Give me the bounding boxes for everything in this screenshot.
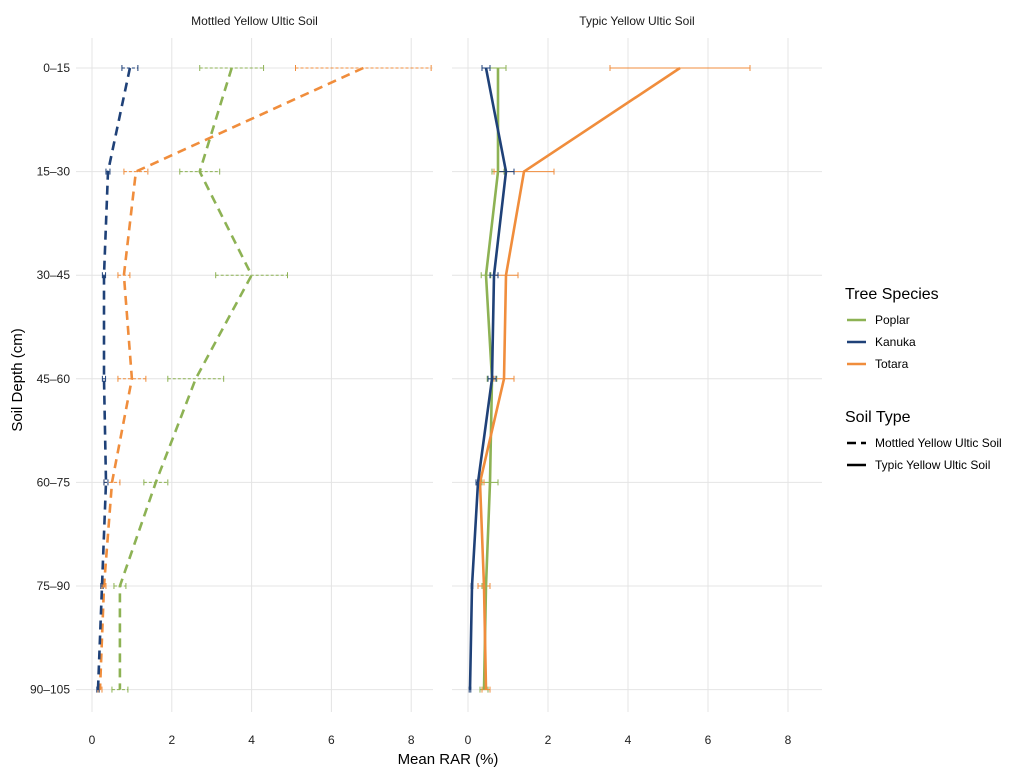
x-tick-label: 6 [705, 733, 712, 747]
legend-label-totara: Totara [875, 357, 909, 371]
x-tick-label: 2 [545, 733, 552, 747]
y-tick-label: 90–105 [30, 683, 70, 697]
error-bar [117, 375, 147, 382]
x-tick-label: 4 [625, 733, 632, 747]
legend-label-typic: Typic Yellow Ultic Soil [875, 458, 990, 472]
x-axis-title: Mean RAR (%) [398, 751, 499, 768]
y-tick-label: 60–75 [37, 475, 71, 489]
legend-soil-group: Mottled Yellow Ultic Soil Typic Yellow Ul… [847, 436, 1002, 472]
legend-label-poplar: Poplar [875, 313, 910, 327]
y-tick-label: 0–15 [43, 61, 70, 75]
x-tick-label: 2 [168, 733, 175, 747]
y-tick-label: 30–45 [37, 268, 71, 282]
legend-title-soil: Soil Type [845, 409, 911, 426]
legend-species-group: Poplar Kanuka Totara [847, 313, 916, 371]
x-tick-label: 8 [408, 733, 415, 747]
legend-label-kanuka: Kanuka [875, 335, 916, 349]
x-tick-label: 0 [89, 733, 96, 747]
y-tick-label: 45–60 [37, 372, 71, 386]
x-tick-label: 6 [328, 733, 335, 747]
x-tick-label: 0 [465, 733, 472, 747]
legend: Tree Species Poplar Kanuka Totara Soil Typ… [845, 286, 1002, 472]
panel-title: Mottled Yellow Ultic Soil [191, 14, 318, 28]
panel-1: Mottled Yellow Ultic Soil 0 2 4 6 8 0–15 15–30 3… [30, 14, 433, 747]
y-axis-title: Soil Depth (cm) [9, 328, 26, 431]
panels-layer: Mottled Yellow Ultic Soil 0 2 4 6 8 0–15 15–30 3… [30, 14, 822, 747]
panel-title: Typic Yellow Ultic Soil [579, 14, 694, 28]
panel-2: Typic Yellow Ultic Soil 0 2 4 6 8 [452, 14, 822, 747]
x-tick-label: 8 [785, 733, 792, 747]
x-tick-label: 4 [248, 733, 255, 747]
error-bar [179, 168, 221, 175]
y-tick-label: 75–90 [37, 579, 71, 593]
legend-title-species: Tree Species [845, 286, 939, 303]
legend-label-mottled: Mottled Yellow Ultic Soil [875, 436, 1002, 450]
y-tick-label: 15–30 [37, 165, 71, 179]
